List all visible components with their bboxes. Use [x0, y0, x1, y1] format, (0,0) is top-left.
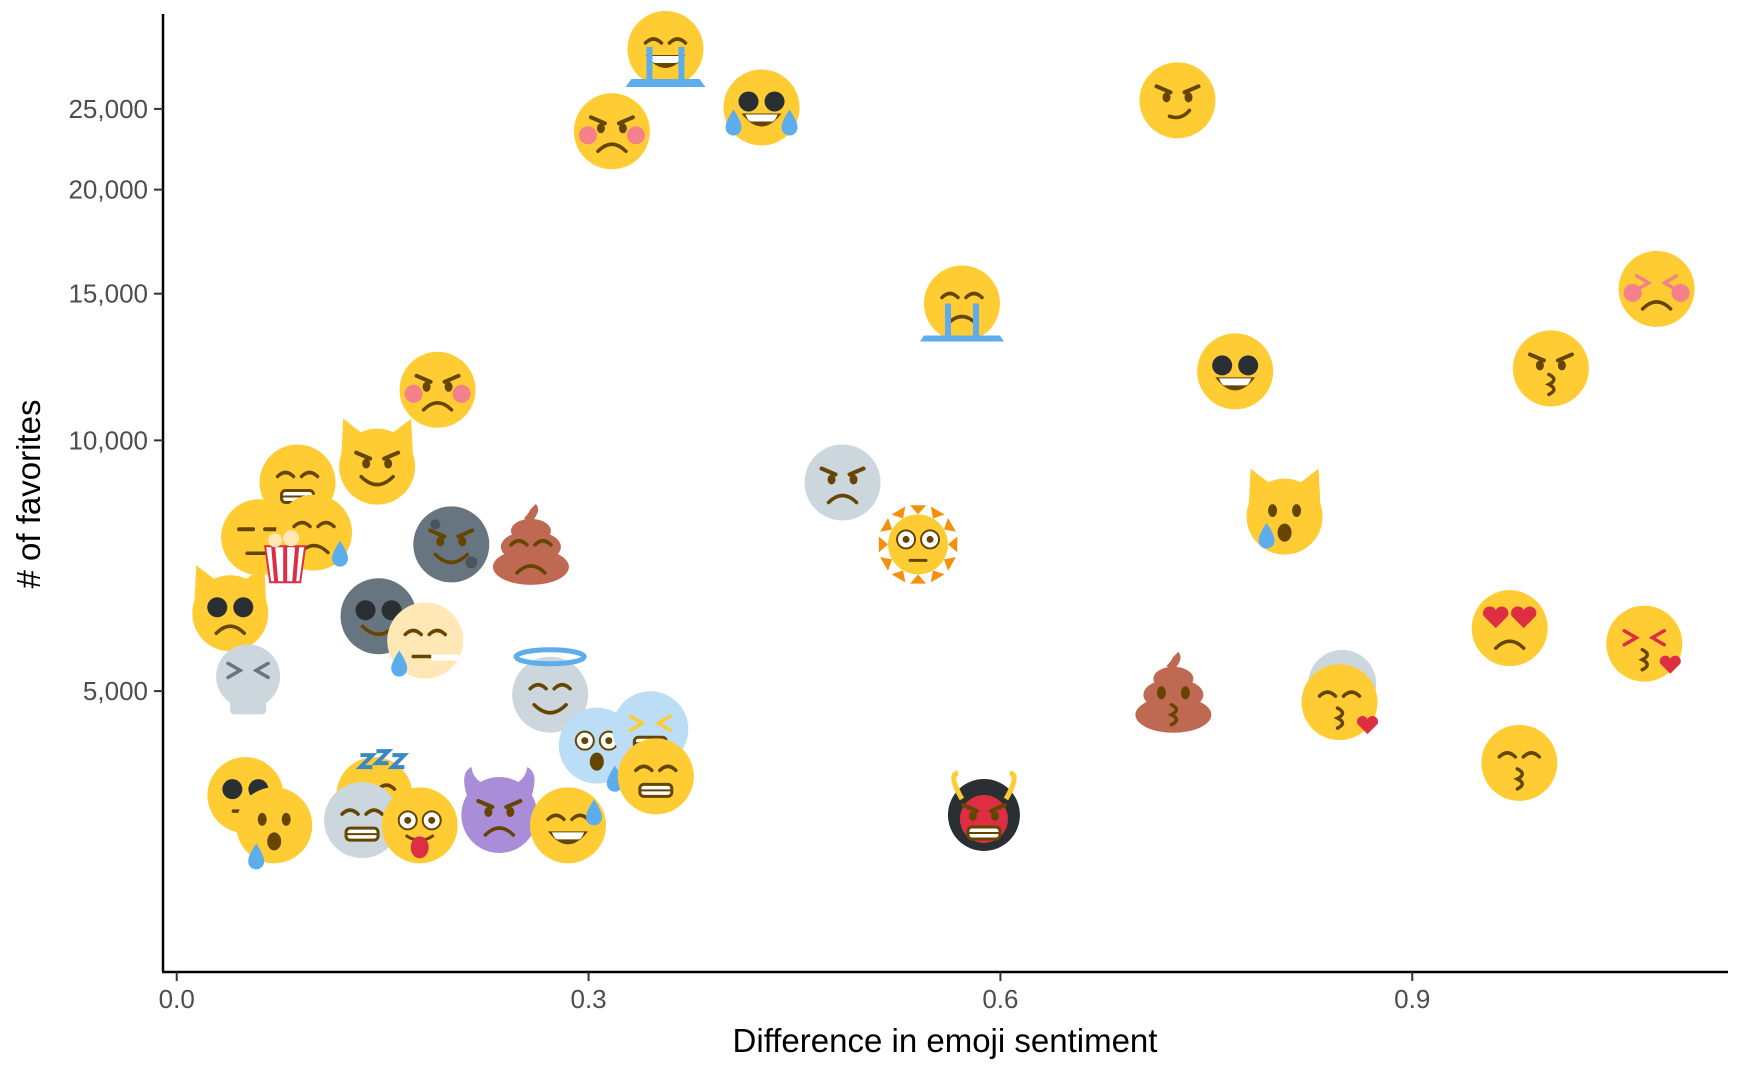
data-point-sun-with-face [878, 505, 958, 584]
data-point-halo-face [512, 647, 589, 733]
data-point-grinning-sunglasses-face [1197, 333, 1274, 410]
x-tick-label: 0.0 [159, 984, 195, 1014]
data-point-angry-face [399, 351, 476, 428]
y-axis-ticks: 5,000 10,000 15,000 20,000 25,000 [68, 94, 163, 706]
data-point-grimacing-face [617, 738, 694, 815]
emoji-points [192, 11, 1695, 870]
data-point-skull-face [216, 644, 281, 715]
data-point-worried-sweat-face [236, 787, 313, 870]
data-point-new-moon-face [413, 506, 490, 583]
data-point-pensive-face [1481, 724, 1558, 801]
y-axis-title: # of favorites [10, 400, 47, 589]
data-point-popcorn-icon [264, 530, 307, 584]
data-point-pouting-face [573, 93, 650, 170]
data-point-kissing-face [1512, 330, 1589, 407]
data-point-pile-of-poo [492, 504, 569, 585]
x-tick-label: 0.9 [1394, 984, 1430, 1014]
data-point-crying-cat-face [1246, 468, 1323, 555]
data-point-smiling-imp [461, 766, 538, 853]
data-point-pouting-cat-face [192, 565, 269, 652]
y-tick-label: 25,000 [68, 94, 148, 124]
data-point-frowning-moon-face [804, 444, 881, 521]
data-point-crying-purple-face [625, 11, 706, 88]
data-point-smoking-face [387, 602, 464, 679]
data-point-grinning-sweat-face [529, 787, 606, 864]
data-point-kissing-poo [1135, 651, 1212, 733]
data-point-japanese-ogre [947, 770, 1020, 851]
x-axis-ticks: 0.0 0.3 0.6 0.9 [159, 972, 1430, 1014]
x-tick-label: 0.6 [982, 984, 1018, 1014]
data-point-persevering-face [1618, 250, 1695, 327]
data-point-goggles-tongue-face [381, 787, 458, 864]
data-point-smirking-cat-face [339, 418, 416, 505]
data-point-kissing-heart-face [1606, 605, 1683, 682]
data-point-crying-face [919, 265, 1004, 342]
y-tick-label: 15,000 [68, 279, 148, 309]
x-axis-title: Difference in emoji sentiment [733, 1022, 1158, 1059]
data-point-tears-of-joy-face [723, 69, 800, 146]
data-point-mummy-face [324, 782, 401, 859]
data-point-smirking-face [1139, 62, 1216, 139]
x-tick-label: 0.3 [570, 984, 606, 1014]
y-tick-label: 10,000 [68, 425, 148, 455]
y-tick-label: 20,000 [68, 175, 148, 205]
data-point-heart-eyes-face [1471, 590, 1548, 667]
y-tick-label: 5,000 [83, 676, 148, 706]
data-point-pensive-kiss-face [1301, 664, 1379, 741]
